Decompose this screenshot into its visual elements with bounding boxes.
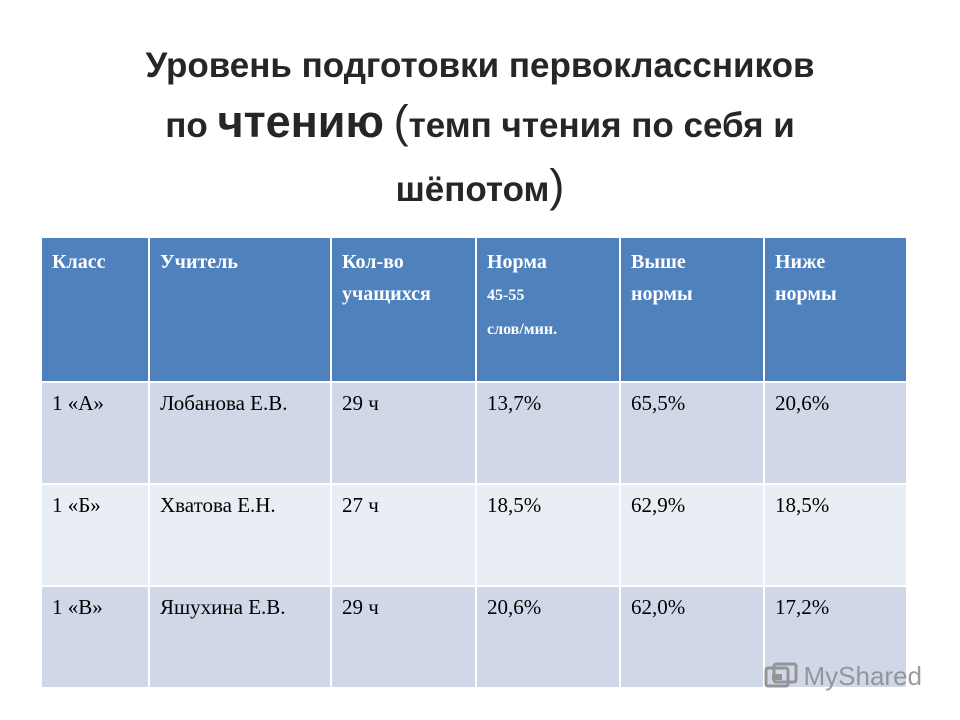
title-emphasis-word: чтению xyxy=(217,96,384,147)
title-close-paren: ) xyxy=(549,160,565,211)
header-norm: Норма 45-55 слов/мин. xyxy=(475,236,621,383)
cell-class: 1 «А» xyxy=(40,381,150,485)
slide-title: Уровень подготовки первоклассников по чт… xyxy=(40,40,920,220)
table-row: 1 «А» Лобанова Е.В. 29 ч 13,7% 65,5% 20,… xyxy=(40,381,908,485)
header-class: Класс xyxy=(40,236,150,383)
table-row: 1 «Б» Хватова Е.Н. 27 ч 18,5% 62,9% 18,5… xyxy=(40,483,908,587)
header-below-norm: Ниже нормы xyxy=(763,236,908,383)
cell-class: 1 «В» xyxy=(40,585,150,689)
cell-teacher: Яшухина Е.В. xyxy=(148,585,332,689)
title-open-paren: ( xyxy=(393,96,409,147)
cell-above: 65,5% xyxy=(619,381,765,485)
cell-above: 62,9% xyxy=(619,483,765,587)
myshared-watermark: MyShared xyxy=(764,661,923,692)
cell-norm: 20,6% xyxy=(475,585,621,689)
cell-below: 20,6% xyxy=(763,381,908,485)
reading-level-table: Класс Учитель Кол-во учащихся Норма 45-55 с… xyxy=(40,236,908,689)
cell-teacher: Лобанова Е.В. xyxy=(148,381,332,485)
watermark-text: MyShared xyxy=(803,661,923,691)
title-line-2-prefix: по xyxy=(165,106,218,145)
cell-count: 29 ч xyxy=(330,381,477,485)
title-line-2-suffix: темп чтения по себя и xyxy=(408,106,795,145)
cell-below: 18,5% xyxy=(763,483,908,587)
cell-count: 27 ч xyxy=(330,483,477,587)
cell-teacher: Хватова Е.Н. xyxy=(148,483,332,587)
cell-class: 1 «Б» xyxy=(40,483,150,587)
table-header-row: Класс Учитель Кол-во учащихся Норма 45-55 с… xyxy=(40,236,908,383)
table-row: 1 «В» Яшухина Е.В. 29 ч 20,6% 62,0% 17,2… xyxy=(40,585,908,689)
cell-above: 62,0% xyxy=(619,585,765,689)
cell-norm: 13,7% xyxy=(475,381,621,485)
header-above-norm: Выше нормы xyxy=(619,236,765,383)
title-line-3-text: шёпотом xyxy=(395,170,550,209)
title-line-1: Уровень подготовки первоклассников xyxy=(145,46,815,85)
cell-norm: 18,5% xyxy=(475,483,621,587)
title-line-2: по чтению (темп чтения по себя и xyxy=(40,92,920,156)
title-line-3: шёпотом) xyxy=(40,156,920,220)
header-teacher: Учитель xyxy=(148,236,332,383)
myshared-logo-icon xyxy=(764,662,797,687)
cell-count: 29 ч xyxy=(330,585,477,689)
header-student-count: Кол-во учащихся xyxy=(330,236,477,383)
